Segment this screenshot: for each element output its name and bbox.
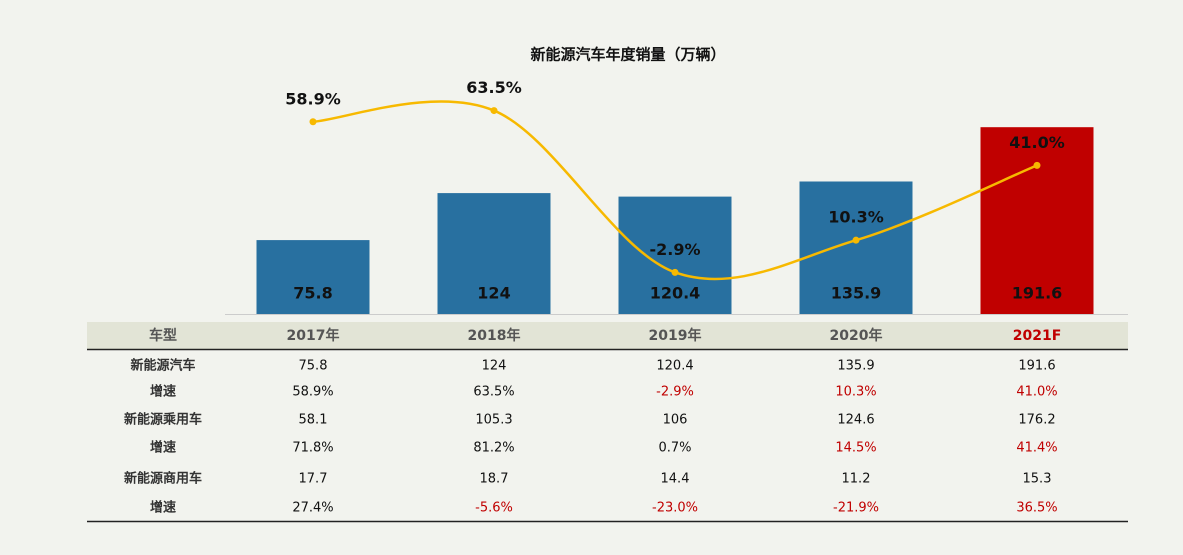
table-cell: 41.4% [1016, 441, 1057, 456]
table-header: 2021F [1013, 328, 1062, 344]
table-cell: 81.2% [473, 441, 514, 456]
table-cell: 63.5% [473, 385, 514, 400]
table-cell: 176.2 [1018, 413, 1055, 428]
table-header: 2018年 [468, 327, 521, 344]
bar [799, 181, 913, 314]
row-label: 新能源汽车 [130, 358, 195, 374]
chart-title: 新能源汽车年度销量（万辆） [530, 46, 725, 64]
bar [980, 127, 1094, 314]
table-cell: 135.9 [837, 359, 874, 374]
row-label: 增速 [150, 440, 176, 456]
table-cell: 75.8 [299, 359, 328, 374]
bar [618, 196, 732, 314]
table-cell: 18.7 [480, 472, 509, 487]
table-header-band [87, 322, 1128, 349]
bar-label: 120.4 [650, 284, 701, 303]
table-cell: 36.5% [1016, 501, 1057, 516]
bar-label: 75.8 [293, 284, 332, 303]
table-cell: 106 [663, 413, 688, 428]
table-cell: 27.4% [292, 501, 333, 516]
table-cell: 14.4 [661, 472, 690, 487]
table-header: 2019年 [649, 327, 702, 344]
bar-label: 191.6 [1012, 284, 1063, 303]
table-cell: 15.3 [1023, 472, 1052, 487]
row-label: 增速 [150, 384, 176, 400]
table-cell: 191.6 [1018, 359, 1055, 374]
table-cell: -21.9% [833, 501, 879, 516]
table-cell: 0.7% [658, 441, 691, 456]
bar-label: 124 [477, 284, 510, 303]
table-cell: 11.2 [842, 472, 871, 487]
table-cell: 120.4 [656, 359, 693, 374]
table-cell: 17.7 [299, 472, 328, 487]
row-label: 增速 [150, 500, 176, 516]
growth-label: 58.9% [285, 89, 341, 108]
growth-point [1033, 161, 1041, 169]
growth-point [490, 107, 498, 115]
table-cell: -5.6% [475, 501, 513, 516]
growth-label: -2.9% [649, 240, 700, 259]
table-cell: 58.1 [299, 413, 328, 428]
table-cell: -2.9% [656, 385, 694, 400]
table-header: 2017年 [287, 327, 340, 344]
bar [256, 240, 370, 314]
growth-point [852, 236, 860, 244]
table-cell: 41.0% [1016, 385, 1057, 400]
table-cell: 124 [482, 359, 507, 374]
table-header: 车型 [149, 327, 177, 344]
growth-point [309, 118, 317, 126]
row-label: 新能源商用车 [124, 471, 202, 487]
growth-label: 41.0% [1009, 133, 1065, 152]
bar-label: 135.9 [831, 284, 882, 303]
row-label: 新能源乘用车 [124, 412, 202, 428]
table-cell: 105.3 [475, 413, 512, 428]
table-cell: 10.3% [835, 385, 876, 400]
growth-label: 63.5% [466, 78, 522, 97]
growth-point [671, 268, 679, 276]
table-cell: 71.8% [292, 441, 333, 456]
table-cell: 58.9% [292, 385, 333, 400]
table-cell: 14.5% [835, 441, 876, 456]
growth-label: 10.3% [828, 208, 884, 227]
table-header: 2020年 [830, 327, 883, 344]
bar [437, 193, 551, 314]
table-cell: -23.0% [652, 501, 698, 516]
table-cell: 124.6 [837, 413, 874, 428]
